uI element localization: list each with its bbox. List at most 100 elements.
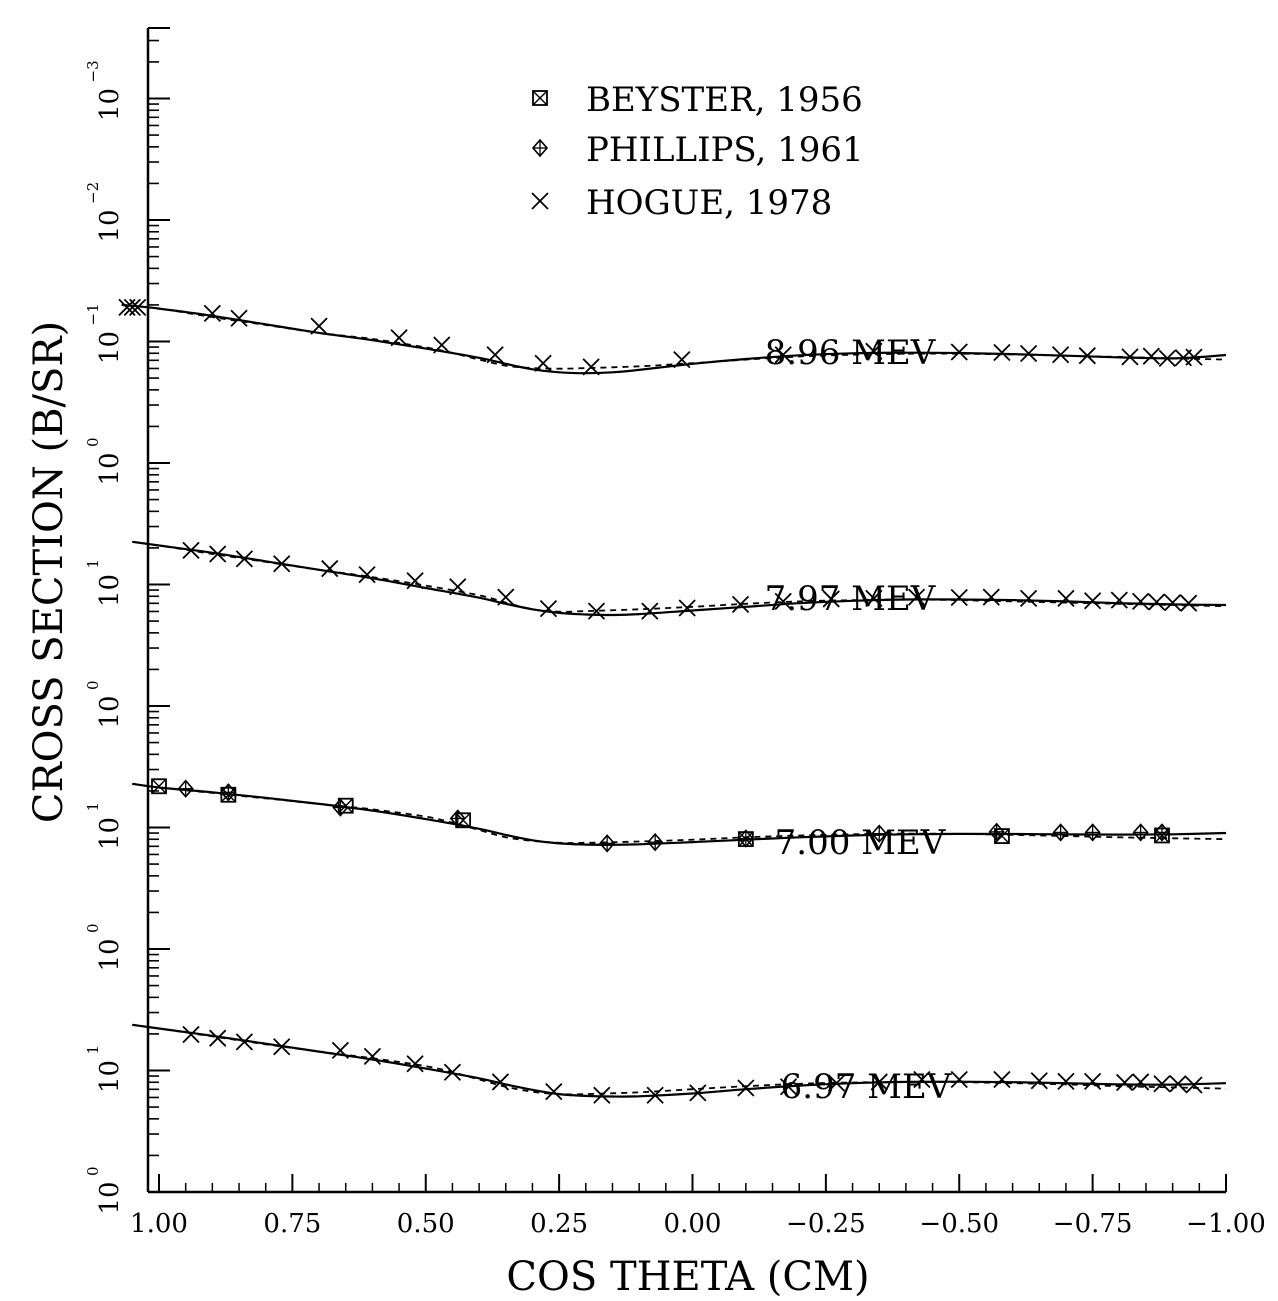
y-tick-base: 10	[95, 331, 125, 364]
phillips-1961-point	[988, 822, 1005, 842]
marker-stroke	[449, 578, 467, 596]
energy-label: 8.96 MEV	[765, 333, 937, 373]
hogue-1978-point	[433, 336, 451, 354]
y-tick-label: 10 0	[84, 680, 125, 728]
marker-stroke	[1030, 1072, 1048, 1090]
marker-stroke	[993, 343, 1011, 362]
marker-stroke	[582, 358, 600, 376]
hogue-1978-point	[443, 1063, 462, 1081]
marker-stroke	[678, 599, 696, 617]
marker-stroke	[1057, 589, 1075, 607]
x-tick-label: 0.75	[263, 1209, 321, 1239]
marker-stroke	[1169, 1075, 1187, 1093]
marker-stroke	[1158, 349, 1176, 368]
data-points	[118, 298, 1203, 1104]
hogue-1978-point	[646, 1086, 664, 1104]
marker-stroke	[531, 192, 549, 210]
hogue-1978-point	[1030, 1072, 1048, 1090]
marker-stroke	[870, 1073, 888, 1091]
phillips-1961-point	[1153, 823, 1171, 842]
y-tick-label: 10 0	[84, 1166, 125, 1214]
marker-stroke	[774, 346, 792, 364]
hogue-1978-point	[1051, 346, 1070, 364]
hogue-1978-point	[209, 1029, 227, 1047]
marker-stroke	[182, 1025, 200, 1044]
hogue-1978-point	[678, 599, 696, 617]
hogue-1978-point	[587, 602, 606, 620]
y-tick-base: 10	[95, 817, 125, 850]
hogue-1978-point	[129, 298, 147, 316]
y-tick-exponent: −3	[84, 60, 102, 82]
marker-stroke	[913, 1070, 931, 1089]
dashed-curve	[132, 540, 1227, 613]
marker-stroke	[774, 592, 792, 611]
hogue-1978-point	[774, 346, 792, 364]
dashed-curve	[132, 1023, 1227, 1096]
panel-labels: 8.96 MEV 7.97 MEV 7.00 MEV 6.97 MEV	[765, 333, 953, 1107]
y-tick-label: 10−2	[84, 182, 125, 243]
marker-stroke	[950, 1070, 968, 1089]
x-tick-label: 0.25	[530, 1209, 588, 1239]
hogue-1978-point	[486, 346, 504, 364]
hogue-1978-point	[1132, 592, 1150, 611]
marker-stroke	[358, 565, 376, 584]
hogue-1978-point	[209, 545, 227, 563]
marker-stroke	[1148, 593, 1166, 611]
marker-stroke	[235, 1033, 253, 1051]
marker-stroke	[731, 595, 750, 614]
phillips-1961-point	[647, 832, 664, 852]
y-tick-exponent: 1	[84, 559, 102, 569]
marker-stroke	[273, 555, 291, 573]
hogue-1978-point	[1121, 348, 1139, 366]
marker-stroke	[950, 588, 968, 607]
x-tick-label: −0.75	[1053, 1209, 1133, 1239]
marker-stroke	[310, 317, 328, 335]
x-tick-label: 0.50	[397, 1209, 455, 1239]
y-tick-base: 10	[95, 209, 125, 242]
marker-stroke	[331, 1041, 350, 1059]
marker-stroke	[486, 346, 504, 364]
hogue-1978-point	[390, 329, 408, 347]
marker-stroke	[1164, 593, 1182, 612]
solid-curve	[132, 540, 1227, 617]
marker-stroke	[1132, 592, 1150, 611]
legend-label: PHILLIPS, 1961	[586, 130, 864, 170]
phillips-1961-point	[737, 829, 754, 848]
marker-stroke	[390, 329, 408, 347]
y-tick-label: 10 0	[84, 437, 125, 485]
hogue-1978-point	[774, 592, 792, 611]
marker-box	[151, 778, 167, 795]
marker-stroke	[230, 309, 248, 327]
y-tick-label: 10 1	[84, 559, 125, 607]
hogue-1978-point	[321, 559, 339, 578]
dashed-curve	[121, 304, 1227, 370]
marker-stroke	[443, 1063, 462, 1081]
hogue-1978-point	[406, 572, 424, 590]
phillips-1961-point	[1052, 823, 1069, 842]
y-tick-base: 10	[95, 88, 125, 121]
hogue-1978-point	[182, 1025, 200, 1044]
marker-stroke	[737, 1079, 755, 1097]
marker-stroke	[673, 350, 691, 369]
y-tick-base: 10	[95, 574, 125, 607]
phillips-1961-point	[220, 783, 237, 802]
marker-stroke	[433, 336, 451, 354]
hogue-1978-point	[913, 1070, 931, 1089]
x-tick-label: −0.50	[919, 1209, 999, 1239]
hogue-1978-point	[203, 304, 221, 323]
legend-label: HOGUE, 1978	[586, 183, 832, 223]
hogue-1978-point	[1057, 1072, 1075, 1090]
hogue-1978-point	[235, 1033, 253, 1051]
hogue-1978-point	[273, 555, 291, 573]
hogue-1978-point	[731, 595, 750, 614]
hogue-1978-point	[870, 1073, 888, 1091]
x-axis-ticks: 1.00 0.75 0.50 0.25 0.00 −0.25 −0.50 −0.75 −1.00	[130, 1174, 1266, 1239]
marker-stroke	[907, 588, 926, 606]
hogue-1978-point	[689, 1084, 707, 1102]
marker-stroke	[865, 342, 883, 360]
marker-box	[455, 812, 471, 829]
hogue-1978-point	[1158, 349, 1176, 368]
marker-stroke	[779, 1078, 798, 1096]
legend-hogue-marker	[531, 192, 549, 210]
